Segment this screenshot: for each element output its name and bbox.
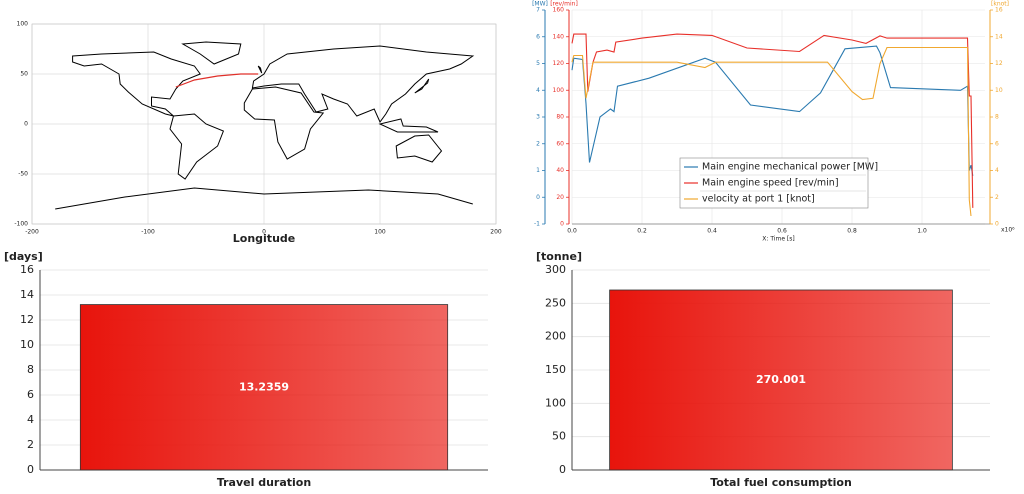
x-tick-label: 100: [374, 229, 386, 236]
y-tick-label: 300: [545, 263, 566, 276]
y-tick-label: 0: [560, 221, 564, 228]
legend-box: [679, 157, 869, 209]
y-tick-label: 8: [27, 363, 34, 376]
y-tick-label: 20: [556, 194, 564, 201]
legend-label: Main engine mechanical power [MW]: [702, 162, 878, 173]
y-tick-label: 4: [27, 413, 34, 426]
x-tick-label: 0.6: [777, 228, 787, 235]
x-axis-label: Longitude: [233, 232, 295, 245]
y-tick-label: 6: [995, 140, 999, 147]
y-tick-label: 2: [27, 438, 34, 451]
y-tick-label: 140: [553, 33, 565, 40]
y-tick-label: 50: [20, 71, 28, 78]
bar: [609, 289, 953, 471]
y-tick-label: -100: [14, 221, 28, 228]
y-axis-label: [MW]: [532, 1, 548, 8]
y-tick-label: 150: [545, 363, 566, 376]
x-tick-label: Total fuel consumption: [710, 476, 852, 489]
y-tick-label: 1: [536, 167, 540, 174]
y-tick-label: 100: [553, 87, 565, 94]
x-tick-label: -100: [141, 229, 155, 236]
bar: [79, 304, 449, 471]
y-tick-label: 12: [995, 60, 1003, 67]
x-tick-label: -200: [25, 229, 39, 236]
y-tick-label: -1: [534, 221, 540, 228]
x-tick-label: 200: [490, 229, 502, 236]
x-multiplier: x10⁶: [1001, 227, 1015, 234]
y-tick-label: 40: [556, 167, 564, 174]
y-tick-label: 5: [536, 60, 540, 67]
y-tick-label: 250: [545, 296, 566, 309]
y-tick-label: 16: [20, 263, 34, 276]
y-tick-label: 0: [24, 121, 28, 128]
y-tick-label: 14: [995, 33, 1003, 40]
coastline: [55, 187, 473, 210]
y-tick-label: 6: [27, 388, 34, 401]
y-tick-label: 14: [20, 288, 34, 301]
y-tick-label: 8: [995, 114, 999, 121]
y-tick-label: 200: [545, 330, 566, 343]
coastline: [251, 45, 475, 123]
y-tick-label: 0: [995, 221, 999, 228]
y-axis-label: [rev/min]: [550, 1, 578, 8]
x-tick-label: 1.0: [917, 228, 927, 235]
y-tick-label: 4: [995, 167, 999, 174]
y-tick-label: 60: [556, 140, 564, 147]
coastline: [395, 134, 443, 163]
y-axis-label: [days]: [4, 250, 43, 263]
series-line: [571, 45, 974, 176]
x-tick-label: Travel duration: [217, 476, 311, 489]
y-tick-label: 160: [553, 7, 565, 14]
y-tick-label: 2: [995, 194, 999, 201]
y-tick-label: 16: [995, 7, 1003, 14]
x-tick-label: 0.0: [567, 228, 577, 235]
y-tick-label: 100: [545, 396, 566, 409]
y-tick-label: 120: [553, 60, 565, 67]
legend-label: Main engine speed [rev/min]: [702, 178, 839, 189]
coastline: [169, 113, 225, 180]
y-tick-label: 100: [17, 21, 29, 28]
y-tick-label: 3: [536, 114, 540, 121]
y-tick-label: 0: [27, 463, 34, 476]
x-tick-label: 0.8: [847, 228, 857, 235]
y-tick-label: 10: [995, 87, 1003, 94]
legend-label: velocity at port 1 [knot]: [702, 194, 815, 205]
coastline: [378, 118, 439, 133]
y-tick-label: 0: [536, 194, 540, 201]
y-tick-label: 80: [556, 114, 564, 121]
value-label: 270.001: [756, 373, 806, 386]
y-tick-label: 12: [20, 313, 34, 326]
series-line: [571, 46, 972, 217]
x-tick-label: 0.4: [707, 228, 717, 235]
y-tick-label: 10: [20, 338, 34, 351]
route-line: [175, 73, 259, 88]
coastline: [257, 65, 263, 74]
y-tick-label: 50: [552, 430, 566, 443]
x-tick-label: 0.2: [637, 228, 647, 235]
x-tick-label: 0: [262, 229, 266, 236]
y-tick-label: 7: [536, 7, 540, 14]
y-tick-label: 6: [536, 33, 540, 40]
value-label: 13.2359: [239, 380, 289, 393]
y-axis-label: [tonne]: [536, 250, 582, 263]
y-tick-label: 2: [536, 140, 540, 147]
y-axis-label: [knot]: [991, 1, 1009, 8]
y-tick-label: 4: [536, 87, 540, 94]
coastline: [181, 41, 242, 65]
y-tick-label: -50: [18, 171, 28, 178]
y-tick-label: 0: [559, 463, 566, 476]
x-axis-label: X: Time [s]: [762, 236, 794, 243]
coastline: [414, 78, 430, 94]
coastline: [243, 86, 325, 160]
coastline: [72, 51, 201, 117]
